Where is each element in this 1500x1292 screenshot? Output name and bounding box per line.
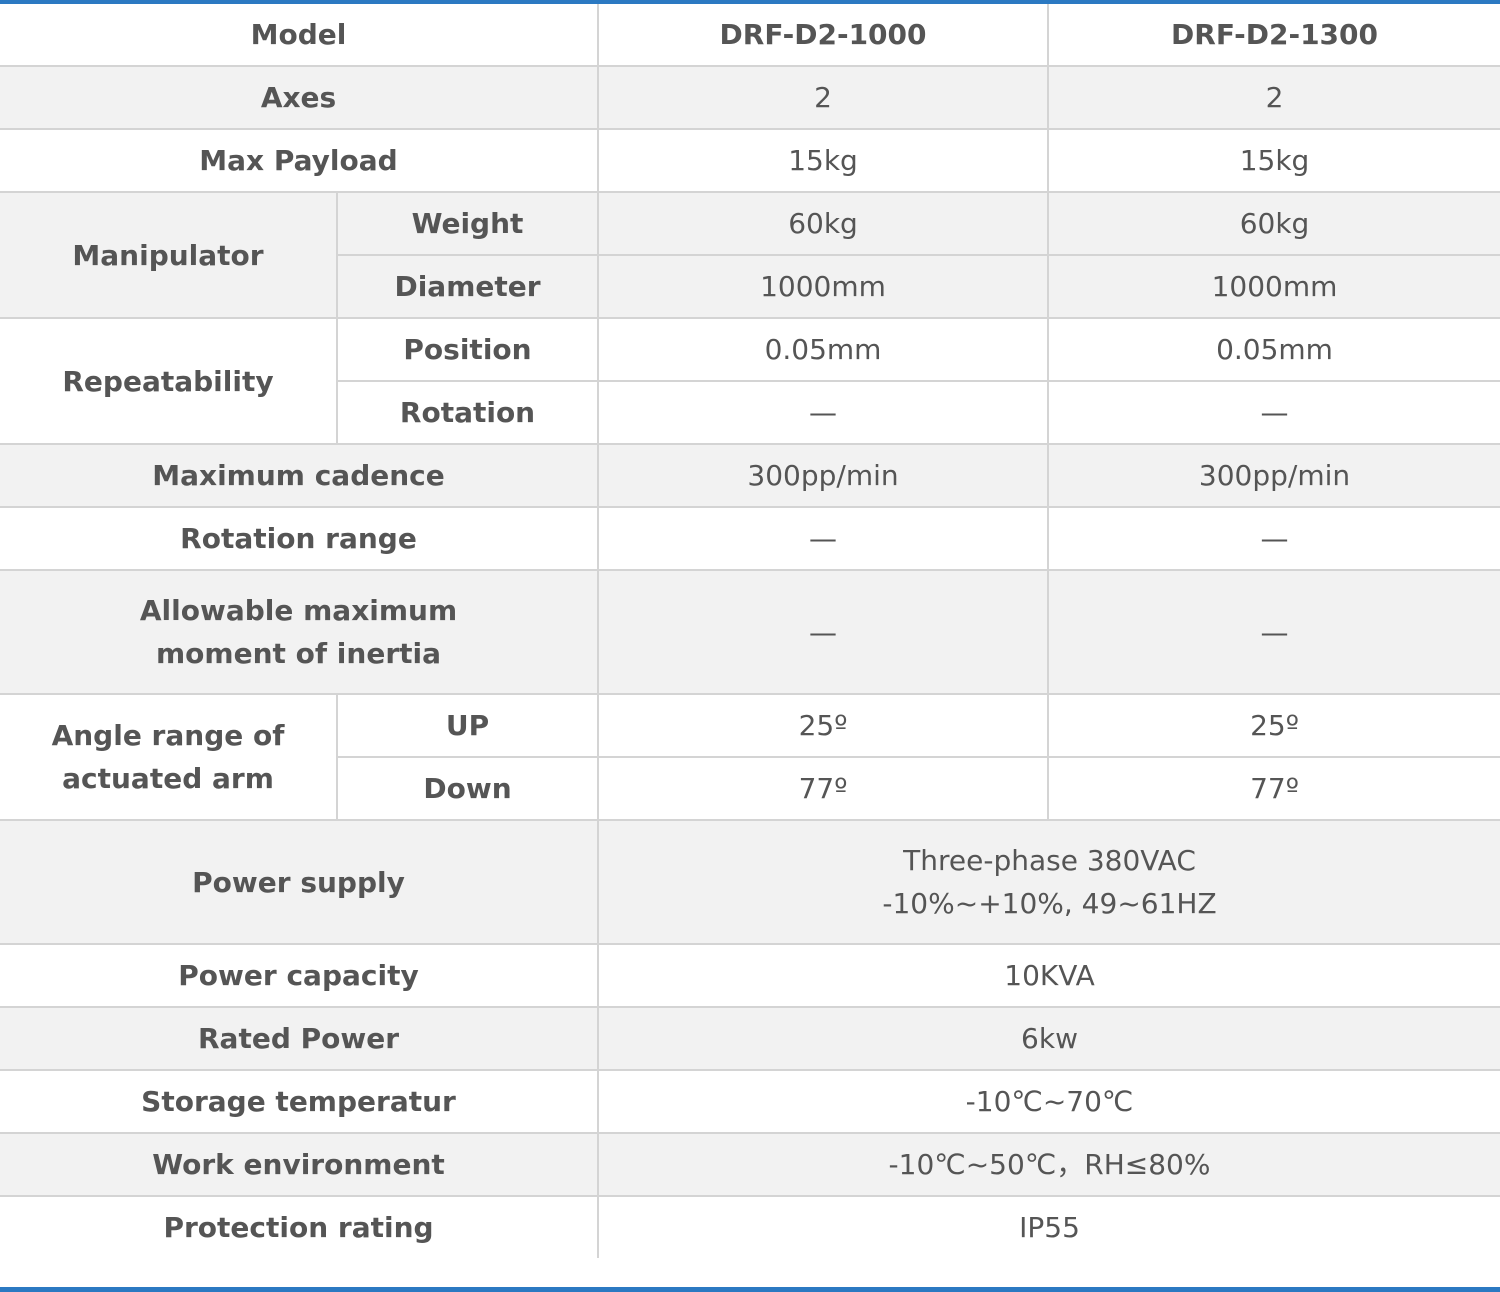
cell-value: 60kg [1047,191,1500,256]
table-row: Power capacity 10KVA [0,943,1500,1008]
table-row: Repeatability Position 0.05mm 0.05mm [0,317,1500,445]
cell-value: 15kg [597,128,1050,193]
table-row: Max Payload 15kg 15kg [0,128,1500,193]
cell-value: 300pp/min [597,443,1050,508]
table-row: Diameter 1000mm 1000mm [0,254,1500,319]
cell-value: 60kg [597,191,1050,256]
cell-value: 300pp/min [1047,443,1500,508]
cell-value: — [1047,506,1500,571]
model-header: Model [0,4,600,67]
cell-value: 0.05mm [1047,317,1500,382]
cell-value: — [1047,569,1500,695]
row-label-power-capacity: Power capacity [0,943,600,1008]
sub-label-weight: Weight [335,191,600,256]
table-row: Axes 2 2 [0,65,1500,130]
table-row: Allowable maximum moment of inertia — — [0,569,1500,695]
cell-value: 0.05mm [597,317,1050,382]
header-row: Model DRF-D2-1000 DRF-D2-1300 [0,4,1500,67]
cell-value: 77º [597,756,1050,821]
cell-value: 1000mm [597,254,1050,319]
table-row: Storage temperatur -10℃~70℃ [0,1069,1500,1134]
cell-value-merged: IP55 [597,1195,1500,1258]
table-row: Angle range of actuated arm UP 25º 25º [0,693,1500,821]
cell-value-merged: Three-phase 380VAC -10%~+10%, 49~61HZ [597,819,1500,945]
cell-value-merged: -10℃~70℃ [597,1069,1500,1134]
row-label-power-supply: Power supply [0,819,600,945]
row-label-repeatability: Repeatability [0,317,338,445]
cell-value: — [597,380,1050,445]
table-row: Rotation range — — [0,506,1500,571]
row-label-work-env: Work environment [0,1132,600,1197]
row-label-storage-temp: Storage temperatur [0,1069,600,1134]
cell-value: 25º [1047,693,1500,758]
model-2-header: DRF-D2-1300 [1047,4,1500,67]
cell-value: 77º [1047,756,1500,821]
row-label-moment-inertia: Allowable maximum moment of inertia [0,569,600,695]
top-accent-bar [0,0,1500,4]
cell-value: — [597,569,1050,695]
table-row: Rotation — — [0,380,1500,445]
row-label-protection: Protection rating [0,1195,600,1258]
model-1-header: DRF-D2-1000 [597,4,1050,67]
row-label-manipulator: Manipulator [0,191,338,319]
cell-value: 2 [1047,65,1500,130]
spec-table: Model DRF-D2-1000 DRF-D2-1300 Axes 2 2 M… [0,4,1500,1258]
sub-label-down: Down [337,756,600,821]
cell-value-merged: 10KVA [597,943,1500,1008]
row-label-rotation-range: Rotation range [0,506,600,571]
row-label-max-payload: Max Payload [0,128,600,193]
sub-label-diameter: Diameter [337,254,600,319]
cell-value-merged: -10℃~50℃，RH≤80% [597,1132,1500,1197]
table-row: Manipulator Weight 60kg 60kg [0,191,1500,319]
table-row: Work environment -10℃~50℃，RH≤80% [0,1132,1500,1197]
cell-value: 15kg [1047,128,1500,193]
table-row: Down 77º 77º [0,756,1500,821]
cell-value: 1000mm [1047,254,1500,319]
row-label-rated-power: Rated Power [0,1006,600,1071]
sub-label-position: Position [335,317,600,382]
sub-label-up: UP [335,693,600,758]
table-row: Maximum cadence 300pp/min 300pp/min [0,443,1500,508]
table-row: Rated Power 6kw [0,1006,1500,1071]
row-label-max-cadence: Maximum cadence [0,443,600,508]
table-row: Protection rating IP55 [0,1195,1500,1258]
sub-label-rotation: Rotation [337,380,600,445]
cell-value-merged: 6kw [597,1006,1500,1071]
bottom-accent-bar [0,1287,1500,1292]
cell-value: — [597,506,1050,571]
cell-value: 25º [597,693,1050,758]
table-row: Power supply Three-phase 380VAC -10%~+10… [0,819,1500,945]
cell-value: — [1047,380,1500,445]
cell-value: 2 [597,65,1050,130]
row-label-axes: Axes [0,65,600,130]
row-label-angle-range: Angle range of actuated arm [0,693,338,821]
